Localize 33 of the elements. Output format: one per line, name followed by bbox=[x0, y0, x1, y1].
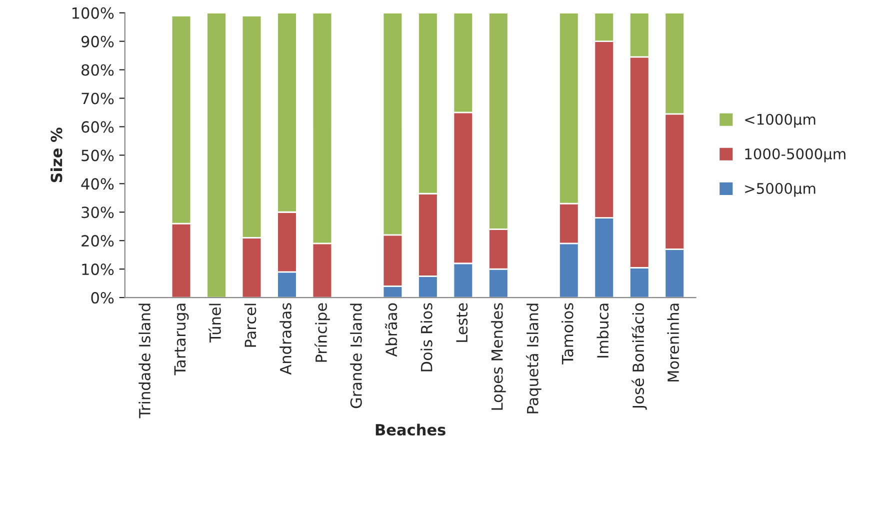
x-tick-label: Paquetá Island bbox=[526, 304, 542, 414]
x-tick-label: Abrãao bbox=[385, 303, 398, 357]
y-tick-label: 20% bbox=[82, 235, 114, 247]
x-tick-label: Andradas bbox=[280, 303, 292, 375]
y-tick-label: 60% bbox=[82, 121, 114, 133]
x-tick-label: Dois Rios bbox=[420, 303, 432, 372]
y-tick-label: 90% bbox=[81, 36, 114, 48]
y-tick-label: 30% bbox=[82, 206, 114, 218]
y-axis-title: Size % bbox=[50, 128, 62, 182]
x-tick-label: Trindade Island bbox=[138, 304, 150, 418]
bar bbox=[206, 12, 227, 298]
legend-label: 1000-5000µm bbox=[745, 148, 846, 162]
x-tick-label: Moreninha bbox=[667, 304, 680, 382]
y-tick-label: 70% bbox=[82, 92, 114, 104]
y-tick-label: 10% bbox=[82, 264, 114, 276]
x-tick-label: Príncipe bbox=[314, 303, 330, 362]
x-tick-label: José Bonifácio bbox=[632, 303, 647, 410]
x-tick-label: Tartaruga bbox=[174, 304, 189, 376]
legend-label: <1000µm bbox=[745, 114, 816, 128]
x-tick-label: Imbuca bbox=[596, 304, 609, 358]
x-tick-label: Grande Island bbox=[350, 304, 362, 408]
x-axis-title: Beaches bbox=[376, 424, 446, 436]
x-tick-label: Parcel bbox=[244, 304, 256, 347]
y-tick-label: 80% bbox=[82, 64, 114, 76]
x-tick-label: Leste bbox=[456, 303, 468, 342]
x-tick-label: Tamoios bbox=[562, 303, 574, 364]
y-tick-label: 0% bbox=[91, 292, 114, 304]
y-tick-label: 50% bbox=[82, 150, 114, 162]
legend-label: >5000µm bbox=[745, 182, 816, 197]
x-tick-label: Túnel bbox=[208, 304, 221, 342]
y-tick-label: 40% bbox=[81, 178, 114, 190]
y-tick-label: 100% bbox=[72, 7, 114, 19]
x-tick-label: Lopes Mendes bbox=[491, 303, 506, 410]
